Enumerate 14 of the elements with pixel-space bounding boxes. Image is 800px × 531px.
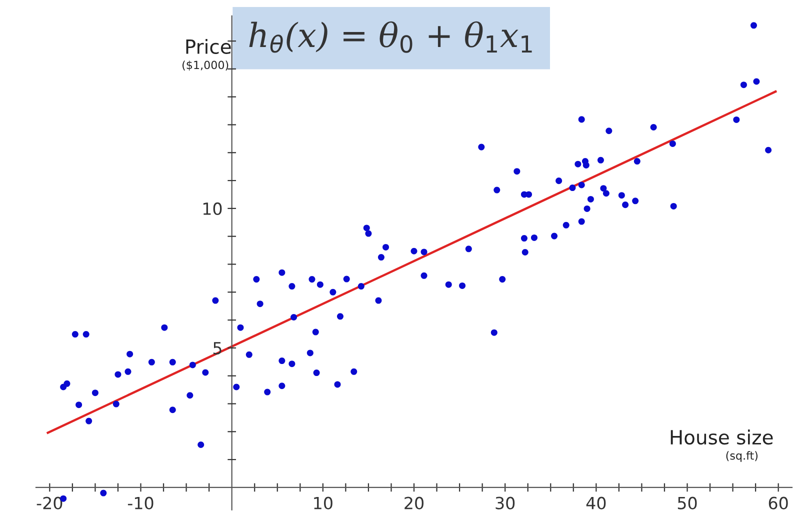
annotation: (sq.ft) bbox=[726, 451, 758, 462]
y-axis-title: Price bbox=[186, 38, 231, 54]
annotation: ($1,000) bbox=[182, 60, 228, 71]
x-tick-label: 60 bbox=[768, 496, 788, 510]
x-tick-label: 10 bbox=[314, 496, 332, 510]
chart-title: h$_{θ}$(x) = θ$_{0}$ + θ$_{1}$x$_{1}$ bbox=[249, 21, 532, 53]
x-tick-label: -10 bbox=[128, 496, 154, 510]
x-tick-label: 50 bbox=[678, 496, 697, 510]
x-tick-label: -20 bbox=[36, 496, 62, 510]
x-tick-label: 20 bbox=[404, 496, 424, 510]
x-tick-label: 30 bbox=[496, 496, 515, 510]
x-axis-title: House size bbox=[670, 430, 773, 445]
x-tick-label: 40 bbox=[586, 496, 606, 510]
y-tick-label: 5 bbox=[213, 342, 222, 355]
